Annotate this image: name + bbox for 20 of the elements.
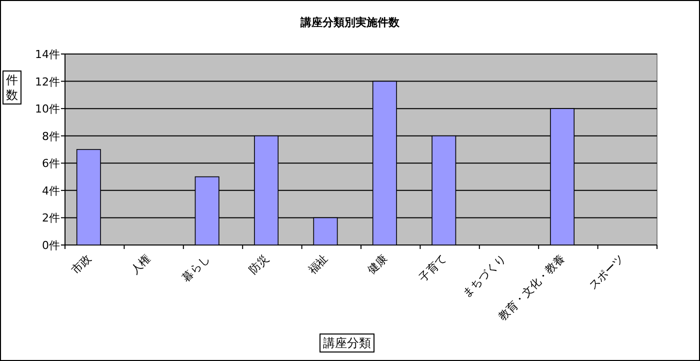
y-tick-label: 6件 [42, 157, 60, 170]
x-axis-title: 講座分類 [323, 336, 371, 350]
y-tick-label: 14件 [35, 48, 60, 61]
x-tick-label: 暮らし [180, 252, 212, 284]
x-tick-label: 福祉 [306, 252, 331, 277]
y-tick-label: 8件 [42, 130, 60, 143]
x-tick-label: 健康 [365, 252, 390, 277]
chart-title: 講座分類別実施件数 [300, 16, 400, 29]
y-axis-title: 件数 [6, 73, 18, 102]
x-tick-label: 防災 [246, 252, 272, 277]
y-tick-label: 4件 [42, 184, 60, 198]
x-tick-label: まちづくり [460, 252, 508, 300]
x-tick-label: スポーツ [586, 252, 627, 292]
x-tick-label: 市政 [69, 252, 94, 277]
y-tick-label: 2件 [42, 212, 60, 225]
y-tick-label: 10件 [35, 102, 60, 116]
x-tick-label: 人権 [128, 252, 153, 277]
y-tick-label: 0件 [42, 239, 60, 252]
x-tick-label: 子育て [416, 252, 449, 284]
y-tick-label: 12件 [35, 75, 60, 88]
